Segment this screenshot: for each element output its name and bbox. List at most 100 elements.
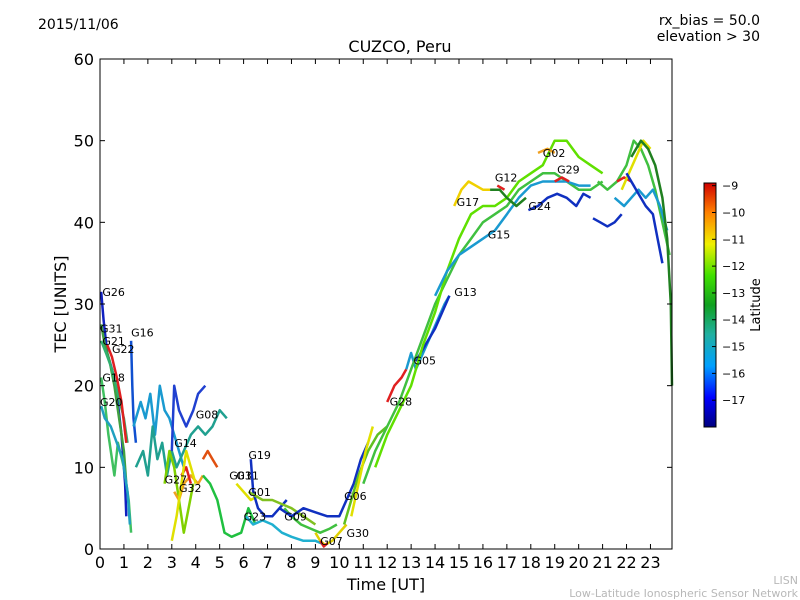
x-tick-label: 5 <box>215 553 225 572</box>
x-tick-label: 19 <box>545 553 565 572</box>
x-tick-label: 18 <box>521 553 541 572</box>
series-line-g17 <box>453 180 491 207</box>
series-line-glate4 <box>620 139 652 191</box>
x-tick-label: 2 <box>143 553 153 572</box>
series-line-g06 <box>278 442 370 518</box>
series-line-g29 <box>554 176 570 183</box>
x-tick-label: 4 <box>191 553 201 572</box>
series-line-g23 <box>245 515 326 547</box>
colorbar-gradient <box>703 182 717 428</box>
x-tick-label: 8 <box>286 553 296 572</box>
x-axis-label: Time [UT] <box>346 575 425 594</box>
series-line-g01 <box>247 490 317 526</box>
prn-label-g31: G31 <box>100 323 123 336</box>
series-line-gmain2 <box>374 139 604 468</box>
series-line-glate6 <box>630 139 674 386</box>
series-line-g30b <box>350 426 375 517</box>
y-tick-label: 10 <box>74 458 94 477</box>
prn-label-g28: G28 <box>390 395 413 408</box>
x-tick-label: 13 <box>401 553 421 572</box>
x-tick-label: 23 <box>640 553 660 572</box>
prn-label-g14: G14 <box>174 437 197 450</box>
colorbar: −9 −10 −11 −12 −13 −14 −15 −16 −17 Latitude <box>703 180 764 428</box>
prn-label-g08: G08 <box>196 408 219 421</box>
series-line-g22 <box>106 344 128 443</box>
footer: LISN Low-Latitude Ionospheric Sensor Net… <box>569 574 798 600</box>
colorbar-ticks: −9 −10 −11 −12 −13 −14 −15 −16 −17 <box>712 180 745 407</box>
y-tick-label: 60 <box>74 50 94 69</box>
series-line-g03 <box>201 474 257 539</box>
prn-label-g22: G22 <box>112 343 135 356</box>
x-tick-label: 16 <box>473 553 493 572</box>
series-line-g19a <box>132 384 185 468</box>
x-tick-label: 0 <box>95 553 105 572</box>
prn-label-g27: G27 <box>165 474 188 487</box>
prn-label-g13: G13 <box>454 286 477 299</box>
series-line-g16 <box>129 340 138 443</box>
colorbar-tick-label: −12 <box>722 260 745 273</box>
series-line-gorange <box>201 449 219 468</box>
colorbar-tick-label: −13 <box>722 287 745 300</box>
x-tick-label: 20 <box>568 553 588 572</box>
prn-label-g07: G07 <box>320 535 343 548</box>
series-line-glate1 <box>592 213 623 228</box>
x-tick-label: 11 <box>353 553 373 572</box>
rx-bias-label: rx_bias = 50.0 <box>658 13 760 29</box>
prn-label-g23: G23 <box>244 510 267 523</box>
series-line-gmain1 <box>362 172 604 485</box>
prn-label-g15: G15 <box>488 229 511 242</box>
series-line-g15 <box>433 180 591 297</box>
prn-label-g18: G18 <box>102 372 125 385</box>
series-line-g14 <box>170 384 207 452</box>
x-tick-label: 15 <box>449 553 469 572</box>
series-line-g08 <box>134 408 228 477</box>
colorbar-label: Latitude <box>749 278 764 332</box>
axes: 0 1 2 3 4 5 6 7 8 9 10 11 12 13 14 15 16 17 18 19 20 21 22 2301… <box>74 50 672 572</box>
footer-line1: LISN <box>773 574 798 587</box>
series-line-glate2 <box>596 139 671 256</box>
y-tick-label: 20 <box>74 377 94 396</box>
y-tick-label: 40 <box>74 213 94 232</box>
y-tick-label: 50 <box>74 132 94 151</box>
prn-label-g32: G32 <box>179 482 202 495</box>
series-line-glate7 <box>625 172 664 264</box>
x-tick-label: 6 <box>239 553 249 572</box>
series-line-g12b <box>496 184 506 191</box>
colorbar-tick-label: −15 <box>722 341 745 354</box>
x-tick-label: 9 <box>310 553 320 572</box>
series-line-gyellow1 <box>170 449 197 542</box>
prn-label-g17: G17 <box>457 196 480 209</box>
prn-label-g03: G03 <box>229 470 252 483</box>
colorbar-tick-label: −14 <box>722 314 745 327</box>
x-tick-label: 12 <box>377 553 397 572</box>
series-line-g24 <box>527 192 592 212</box>
footer-line2: Low-Latitude Ionospheric Sensor Network <box>569 587 798 600</box>
x-tick-label: 17 <box>497 553 517 572</box>
prn-label-g26: G26 <box>102 286 125 299</box>
series-line-g02 <box>537 147 556 155</box>
series-line-glate3 <box>616 176 632 183</box>
date-label: 2015/11/06 <box>38 17 119 33</box>
parameters-box: rx_bias = 50.0 elevation > 30 <box>657 13 760 45</box>
y-axis-label: TEC [UNITS] <box>51 256 70 354</box>
series-line-g20 <box>100 405 132 525</box>
prn-label-g16: G16 <box>131 327 154 340</box>
colorbar-tick-label: −9 <box>722 180 738 193</box>
x-tick-label: 21 <box>592 553 612 572</box>
colorbar-tick-label: −10 <box>722 206 745 219</box>
prn-label-g01: G01 <box>248 486 271 499</box>
series-line-glate5 <box>613 188 669 231</box>
x-tick-label: 3 <box>167 553 177 572</box>
chart-title: CUZCO, Peru <box>348 37 452 56</box>
prn-label-g19: G19 <box>248 449 271 462</box>
series-line-g28 <box>386 368 408 403</box>
prn-label-g21: G21 <box>102 335 125 348</box>
series-line-g07b <box>319 540 329 548</box>
colorbar-tick-label: −11 <box>722 233 745 246</box>
y-tick-label: 0 <box>84 540 94 559</box>
x-tick-label: 10 <box>329 553 349 572</box>
y-tick-label: 30 <box>74 295 94 314</box>
prn-label-g09: G09 <box>284 510 307 523</box>
